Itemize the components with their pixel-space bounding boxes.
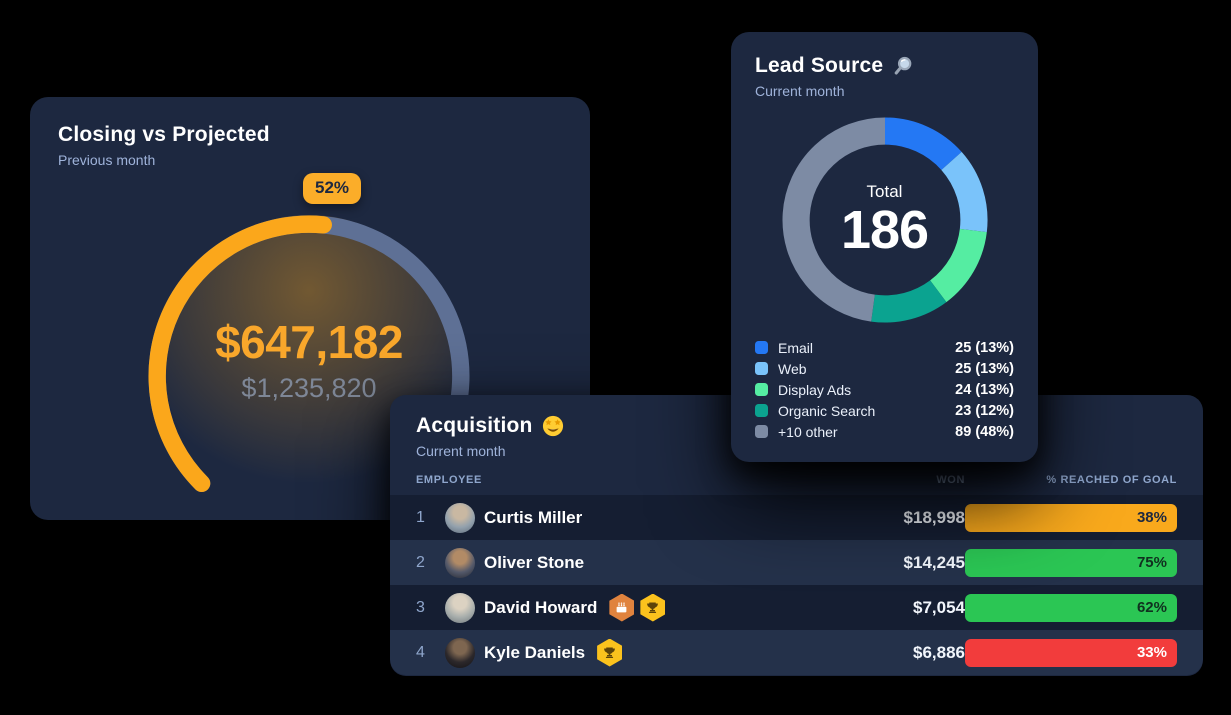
- donut-segment: [940, 151, 987, 233]
- avatar: [445, 547, 475, 578]
- donut-chart: Total 186: [782, 117, 988, 323]
- legend-item[interactable]: Display Ads 24 (13%): [755, 379, 1014, 400]
- legend-value: 24 (13%): [955, 381, 1014, 398]
- gauge-fill: [148, 215, 332, 493]
- card-title: Closing vs Projected: [58, 123, 270, 146]
- rank-label: 3: [416, 598, 425, 616]
- column-header-goal: % REACHED OF GOAL: [1046, 474, 1177, 486]
- card-subtitle: Previous month: [58, 152, 156, 168]
- legend-item[interactable]: Email 25 (13%): [755, 337, 1014, 358]
- legend-value: 25 (13%): [955, 339, 1014, 356]
- donut-center-label: Total: [866, 181, 903, 201]
- legend-value: 25 (13%): [955, 360, 1014, 377]
- card-subtitle: Current month: [755, 83, 845, 99]
- won-amount: $7,054: [913, 597, 965, 617]
- gauge-svg: [148, 215, 470, 493]
- goal-bar: 33%: [965, 638, 1177, 667]
- goal-bar: 75%: [965, 548, 1177, 577]
- table-row[interactable]: 1 Curtis Miller $18,998 38%: [390, 495, 1203, 540]
- badges: [597, 638, 623, 667]
- avatar: [445, 502, 475, 533]
- legend-item[interactable]: Web 25 (13%): [755, 358, 1014, 379]
- legend-swatch: [755, 341, 768, 354]
- goal-bar: 62%: [965, 593, 1177, 622]
- card-title: Lead Source: [755, 54, 884, 77]
- avatar: [445, 637, 475, 668]
- trophy-icon: [647, 602, 659, 614]
- donut-segment: [929, 228, 987, 303]
- legend-label: Organic Search: [778, 402, 876, 419]
- gauge-chart: $647,182 $1,235,820 52%: [116, 173, 502, 569]
- legend-swatch: [755, 404, 768, 417]
- employee-name: Kyle Daniels: [484, 642, 586, 662]
- legend-swatch: [755, 425, 768, 438]
- donut-segment: [883, 117, 962, 171]
- legend-value: 89 (48%): [955, 423, 1014, 440]
- won-amount: $18,998: [903, 507, 965, 527]
- donut-svg: [782, 117, 987, 323]
- legend-label: Web: [778, 360, 807, 377]
- legend-swatch: [755, 362, 768, 375]
- trophy-badge: [640, 593, 666, 622]
- table-row[interactable]: 3 David Howard $7,054 62%: [390, 585, 1203, 630]
- donut-segment: [782, 117, 885, 322]
- rank-label: 4: [416, 643, 425, 661]
- table-row[interactable]: 4 Kyle Daniels $6,886 33%: [390, 630, 1203, 675]
- donut-segments: [782, 117, 987, 323]
- rank-label: 1: [416, 508, 425, 526]
- avatar: [445, 592, 475, 623]
- legend-label: +10 other: [778, 423, 838, 440]
- legend-item[interactable]: Organic Search 23 (12%): [755, 400, 1014, 421]
- goal-bar: 38%: [965, 503, 1177, 532]
- rank-label: 2: [416, 553, 425, 571]
- cake-icon: [616, 602, 627, 613]
- column-header-employee: EMPLOYEE: [416, 474, 482, 486]
- closing-vs-projected-card: Closing vs Projected Previous month $647…: [30, 97, 590, 520]
- legend-label: Email: [778, 339, 814, 356]
- card-subtitle: Current month: [416, 443, 506, 459]
- employee-name: Oliver Stone: [484, 552, 585, 572]
- won-amount: $14,245: [903, 552, 965, 572]
- legend-value: 23 (12%): [955, 402, 1014, 419]
- donut-total-value: 186: [840, 199, 929, 260]
- donut-legend: Email 25 (13%) Web 25 (13%) Display Ads …: [755, 337, 1014, 442]
- star-struck-emoji: [542, 415, 563, 437]
- gauge-percent-badge: 52%: [303, 173, 362, 204]
- gauge-value: $647,182: [215, 316, 403, 368]
- trophy-badge: [597, 638, 623, 667]
- won-amount: $6,886: [913, 642, 965, 662]
- table-body: 1 Curtis Miller $18,998 38% 2 Oliver Sto…: [390, 495, 1203, 675]
- legend-item[interactable]: +10 other 89 (48%): [755, 421, 1014, 442]
- table-row[interactable]: 2 Oliver Stone $14,245 75%: [390, 540, 1203, 585]
- table-header-row: EMPLOYEE WON % REACHED OF GOAL: [390, 459, 1203, 495]
- trophy-icon: [604, 647, 615, 659]
- employee-name: Curtis Miller: [484, 507, 583, 527]
- gauge-projected-value: $1,235,820: [241, 373, 377, 403]
- lead-source-card: Lead Source Current month Total 186 Emai…: [731, 32, 1038, 462]
- legend-swatch: [755, 383, 768, 396]
- cake-badge: [609, 593, 635, 622]
- legend-label: Display Ads: [778, 381, 852, 398]
- badges: [609, 593, 666, 622]
- card-title: Acquisition: [416, 414, 533, 437]
- donut-segment: [870, 280, 946, 323]
- column-header-won: WON: [936, 474, 965, 486]
- magnifying-glass-emoji: [894, 56, 912, 75]
- employee-name: David Howard: [484, 597, 598, 617]
